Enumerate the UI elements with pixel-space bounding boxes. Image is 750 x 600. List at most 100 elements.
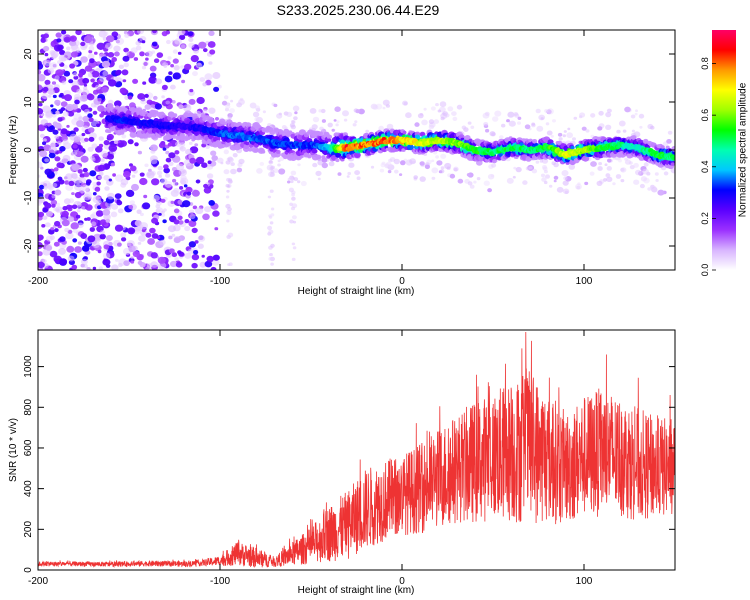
spectrogram-cell [105,42,113,50]
spectrogram-cell [457,178,464,184]
spectrogram-y-label: Frequency (Hz) [8,116,19,185]
spectrogram-cell [201,162,208,168]
x-tick-label: 100 [576,276,593,287]
spectrogram-cell [501,123,506,128]
spectrogram-cell [207,160,212,164]
spectrogram-cell [660,145,665,149]
spectrogram-cell [60,56,67,62]
spectrogram-cell [612,182,616,186]
spectrogram-cell [604,163,608,166]
spectrogram-cell [44,52,49,57]
spectrogram-cell [387,170,392,174]
spectrogram-cell [213,86,220,92]
spectrogram-cell [573,116,578,120]
spectrogram-cell [228,179,233,183]
colorbar-gradient [712,30,736,270]
spectrogram-cell [212,254,220,261]
spectrogram-cell [38,60,42,66]
spectrogram-cell [379,168,385,173]
spectrogram-cell [142,108,146,112]
spectrogram-cell [193,250,199,255]
spectrogram-cell [189,157,197,164]
spectrogram-cell [158,142,166,149]
spectrogram-cell [75,30,82,36]
spectrogram-cell [270,243,275,248]
spectrogram-cell [52,129,59,135]
spectrogram-cell [48,152,56,159]
spectrogram-cell [517,121,521,125]
spectrogram-cell [270,213,275,217]
spectrogram-cell [131,245,136,250]
spectrogram-cell [167,56,172,60]
spectrogram-cell [89,58,95,64]
spectrogram-cell [326,134,333,140]
spectrogram-cell [47,68,55,74]
spectrogram-cell [635,169,642,176]
spectrogram-cell [633,162,639,168]
spectrogram-cell [113,45,121,52]
spectrogram-cell [38,84,43,91]
spectrogram-cell [173,65,180,71]
spectrogram-cell [102,70,109,77]
spectrogram-cell [52,63,57,68]
spectrogram-cell [267,195,272,199]
spectrogram-cell [114,100,122,107]
spectrogram-cell [221,100,228,106]
y-tick-label: -20 [23,238,34,253]
spectrogram-cell [149,144,158,152]
spectrogram-cell [531,168,538,174]
spectrogram-cell [83,83,88,87]
spectrogram-cell [118,64,124,70]
spectrogram-cell [160,111,164,115]
spectrogram-cell [175,261,183,268]
spectrogram-cell [639,183,645,189]
spectrogram-cell [149,227,156,234]
spectrogram-cell [149,65,157,72]
spectrogram-cell [116,122,124,129]
spectrogram-cell [99,75,107,82]
spectrogram-cell [143,194,148,199]
spectrogram-cell [208,30,215,36]
spectrogram-cell [194,240,199,244]
spectrogram-cell [184,219,190,224]
spectrogram-cell [243,144,250,150]
spectrogram-cell [188,241,197,248]
spectrogram-cell [56,162,63,168]
spectrogram-cell [287,180,291,184]
snr-y-axis: 0 200 400 600 800 1000 [23,355,675,573]
spectrogram-cell [49,235,55,240]
spectrogram-cell [44,79,51,85]
spectrogram-cell [254,148,259,153]
spectrogram-cell [120,178,129,186]
spectrogram-cell [71,264,78,270]
spectrogram-cell [487,188,492,193]
spectrogram-cell [177,30,186,36]
spectrogram-cell [67,255,75,262]
spectrogram-cell [66,245,75,253]
spectrogram-cell [54,156,61,162]
spectrogram-cell [73,127,79,132]
spectrogram-cell [82,77,90,84]
spectrogram-cell [228,262,233,267]
spectrogram-cell [289,219,294,224]
spectrogram-cell [597,166,603,171]
spectrogram-cell [394,169,399,174]
spectrogram-cell [177,51,182,55]
spectrogram-cell [45,110,53,117]
spectrogram-cell [141,228,146,233]
spectrogram-cell [72,238,78,243]
spectrogram-cell [514,113,520,118]
spectrogram-cell [100,150,108,158]
spectrogram-cell [40,119,49,126]
spectrogram-cell [268,160,274,165]
spectrogram-cell [335,123,339,127]
spectrogram-cell [38,69,42,75]
spectrogram-cell [38,143,41,147]
spectrogram-cell [247,147,253,152]
spectrogram-cell [71,204,78,210]
spectrogram-cell [197,243,204,249]
spectrogram-cell [60,107,66,112]
spectrogram-cell [405,112,412,119]
spectrogram-cell [236,167,243,173]
spectrogram-cell [69,133,78,141]
